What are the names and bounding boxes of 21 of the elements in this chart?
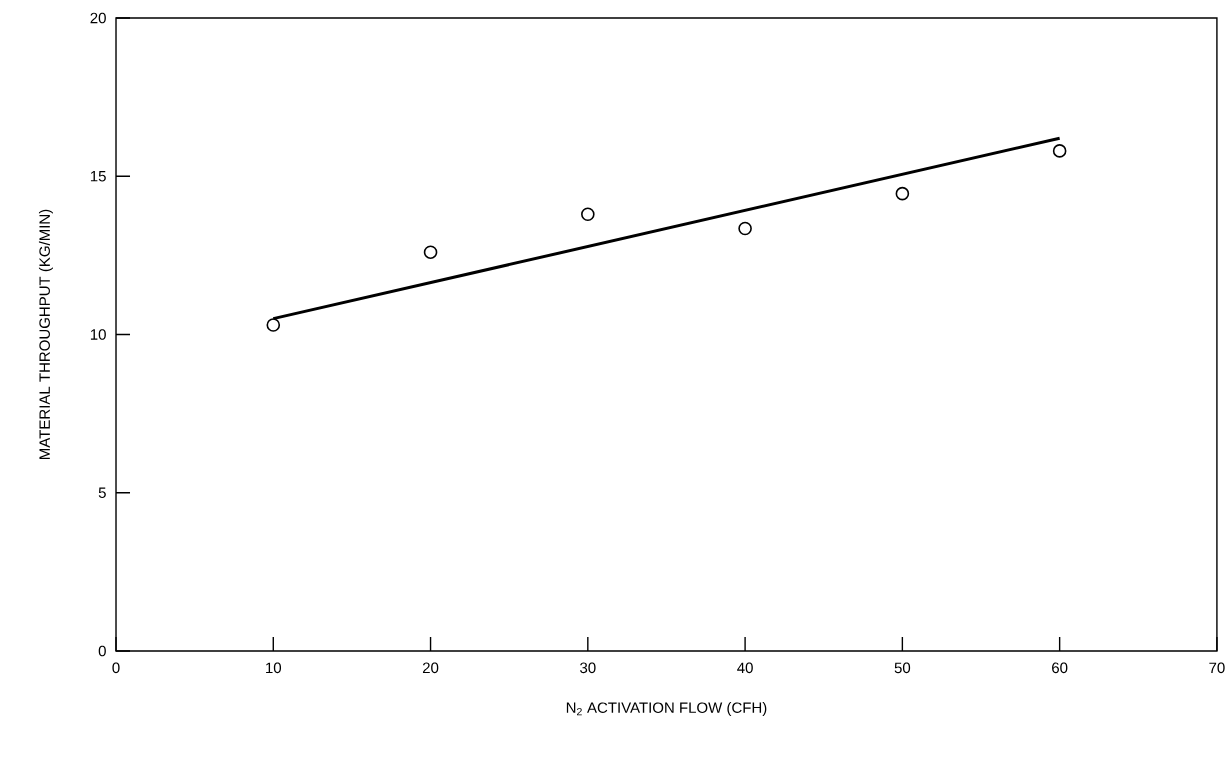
x-tick-label: 40 (737, 662, 753, 674)
point (895, 186, 910, 201)
point (738, 221, 752, 236)
x-tick-label: 70 (1209, 662, 1225, 674)
point (423, 245, 438, 259)
y-tick-label: 20 (90, 12, 106, 24)
y-tick-label: 10 (90, 329, 106, 340)
point (581, 207, 595, 222)
x-tick-label: 60 (1052, 662, 1068, 674)
point (266, 318, 281, 332)
x-tick-label: 20 (422, 662, 439, 674)
y-tick-label: 5 (98, 487, 106, 498)
x-tick-label: 50 (894, 662, 911, 674)
x-tick-label: 10 (266, 662, 282, 674)
y-tick-label: 15 (90, 171, 106, 182)
x-axis-title: N$_{2}$ ACTIVATION FLOW (CFH) (566, 702, 767, 716)
x-tick-label: 0 (112, 662, 120, 674)
point (1052, 144, 1067, 158)
y-tick-label: 0 (98, 645, 106, 657)
x-tick-label: 30 (580, 662, 596, 674)
y-axis-title: MATERIAL THROUGHPUT (KG/MIN) (38, 209, 53, 459)
